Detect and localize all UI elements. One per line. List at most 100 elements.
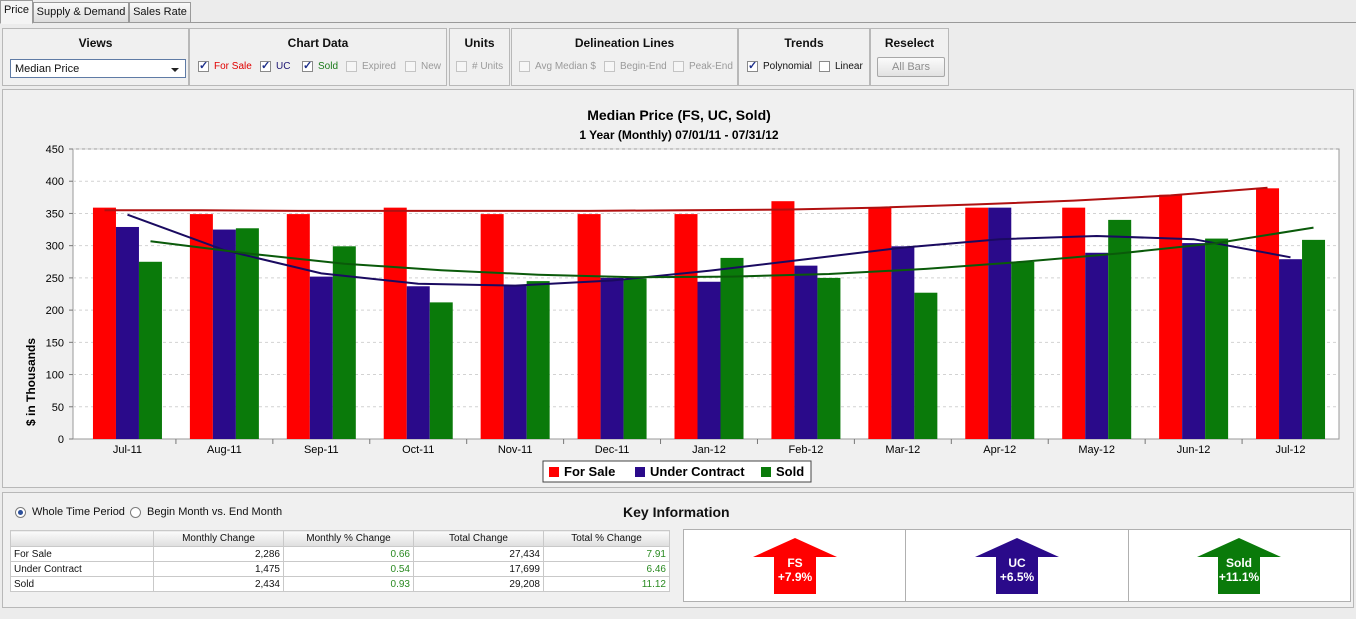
y-tick-label: 450 — [46, 144, 64, 156]
monthly-change-cell: 2,434 — [153, 576, 284, 592]
checkbox-checked-icon — [747, 59, 758, 72]
bar — [771, 201, 795, 439]
legend-label: Under Contract — [650, 464, 745, 479]
trends-panel: Trends Polynomial Linear — [738, 28, 870, 86]
monthly-pct-cell: 0.54 — [283, 561, 414, 577]
peak-end-checkbox[interactable]: Peak-End — [673, 61, 733, 72]
tab-bar: Price Supply & Demand Sales Rate — [0, 0, 1356, 24]
expired-label: Expired — [362, 61, 396, 72]
for-sale-checkbox[interactable]: For Sale — [198, 59, 252, 72]
bar — [1182, 243, 1206, 439]
begin-end-label: Begin-End — [620, 61, 667, 72]
legend-label: Sold — [776, 464, 804, 479]
tab-price[interactable]: Price — [0, 0, 33, 24]
bar — [1256, 188, 1280, 439]
bar — [1108, 219, 1132, 439]
monthly-pct-cell: 0.93 — [283, 576, 414, 592]
bar — [286, 214, 310, 439]
new-label: New — [421, 61, 442, 72]
sold-checkbox[interactable]: Sold — [302, 59, 338, 72]
bar — [794, 265, 818, 439]
checkbox-unchecked-icon — [819, 61, 830, 72]
monthly-change-cell: 1,475 — [153, 561, 284, 577]
bar — [674, 214, 698, 439]
x-tick-label: Jun-12 — [1177, 444, 1211, 456]
legend-box — [542, 460, 812, 483]
bar — [480, 214, 504, 439]
tab-supply-demand[interactable]: Supply & Demand — [33, 2, 129, 22]
begin-end-checkbox[interactable]: Begin-End — [604, 61, 667, 72]
bar — [1011, 261, 1035, 439]
column-header[interactable]: Monthly Change — [153, 530, 284, 547]
bar — [720, 257, 744, 439]
bar — [868, 207, 892, 439]
bar — [383, 207, 407, 439]
bar — [189, 214, 213, 439]
views-dropdown[interactable]: Median Price — [10, 59, 186, 78]
up-arrow-icon: FS +7.9% — [752, 538, 837, 594]
avg-median-label: Avg Median $ — [535, 61, 596, 72]
up-arrow-icon: UC +6.5% — [974, 538, 1059, 594]
polynomial-label: Polynomial — [763, 61, 812, 72]
whole-time-period-radio[interactable]: Whole Time Period — [15, 506, 125, 518]
sold-arrow-value: +11.1% — [1219, 570, 1260, 584]
uc-arrow-name: UC — [1008, 556, 1026, 570]
bar — [235, 228, 259, 439]
checkbox-checked-icon — [198, 59, 209, 72]
chart-title: Median Price (FS, UC, Sold) — [587, 107, 771, 123]
trend-arrow-cards: FS +7.9% UC +6.5% Sold +11.1% — [683, 529, 1351, 602]
bar — [503, 284, 527, 439]
x-tick-label: May-12 — [1078, 444, 1115, 456]
trends-title: Trends — [784, 36, 824, 50]
chevron-down-icon — [171, 68, 179, 72]
views-title: Views — [78, 36, 113, 50]
column-header[interactable]: Monthly % Change — [283, 530, 414, 547]
trend-line — [150, 226, 1314, 279]
sold-arrow-card: Sold +11.1% — [1127, 530, 1350, 601]
total-pct-cell: 11.12 — [543, 576, 670, 592]
expired-checkbox[interactable]: Expired — [346, 61, 396, 72]
linear-label: Linear — [835, 61, 863, 72]
begin-vs-end-radio[interactable]: Begin Month vs. End Month — [130, 506, 282, 518]
radio-unselected-icon — [130, 506, 141, 518]
uc-arrow-shape — [974, 538, 1059, 594]
bar — [697, 281, 721, 439]
new-checkbox[interactable]: New — [405, 61, 441, 72]
sold-arrow-name: Sold — [1226, 556, 1252, 570]
total-change-cell: 29,208 — [413, 576, 544, 592]
column-header[interactable]: Total % Change — [543, 530, 670, 547]
fs-arrow-shape — [752, 538, 837, 594]
trend-line — [127, 213, 1291, 287]
bar — [212, 229, 236, 439]
bar — [526, 281, 550, 439]
legend-swatch — [549, 467, 559, 477]
x-tick-label: Jul-11 — [113, 444, 142, 456]
monthly-change-cell: 2,286 — [153, 546, 284, 562]
y-axis-label: $ in Thousands — [24, 338, 38, 426]
checkbox-unchecked-icon — [456, 61, 467, 72]
all-bars-button[interactable]: All Bars — [877, 57, 945, 77]
chart-data-title: Chart Data — [287, 36, 349, 50]
uc-arrow-value: +6.5% — [1000, 570, 1035, 584]
avg-median-checkbox[interactable]: Avg Median $ — [519, 61, 596, 72]
bar — [1062, 207, 1086, 439]
linear-checkbox[interactable]: Linear — [819, 61, 863, 72]
bar — [600, 277, 624, 439]
polynomial-checkbox[interactable]: Polynomial — [747, 59, 812, 72]
radio-selected-icon — [15, 506, 26, 518]
bar — [332, 246, 356, 439]
column-header[interactable]: Total Change — [413, 530, 544, 547]
checkbox-unchecked-icon — [519, 61, 530, 72]
trend-line — [104, 186, 1268, 212]
bar — [577, 214, 601, 439]
views-selected-value: Median Price — [15, 63, 80, 75]
column-header[interactable] — [10, 530, 154, 547]
units-checkbox[interactable]: # Units — [456, 61, 503, 72]
for-sale-label: For Sale — [214, 61, 252, 72]
bar — [891, 246, 915, 439]
bar — [988, 207, 1012, 439]
tab-sales-rate[interactable]: Sales Rate — [129, 2, 191, 22]
uc-checkbox[interactable]: UC — [260, 59, 290, 72]
row-label: Sold — [10, 576, 154, 592]
fs-arrow-name: FS — [787, 556, 802, 570]
